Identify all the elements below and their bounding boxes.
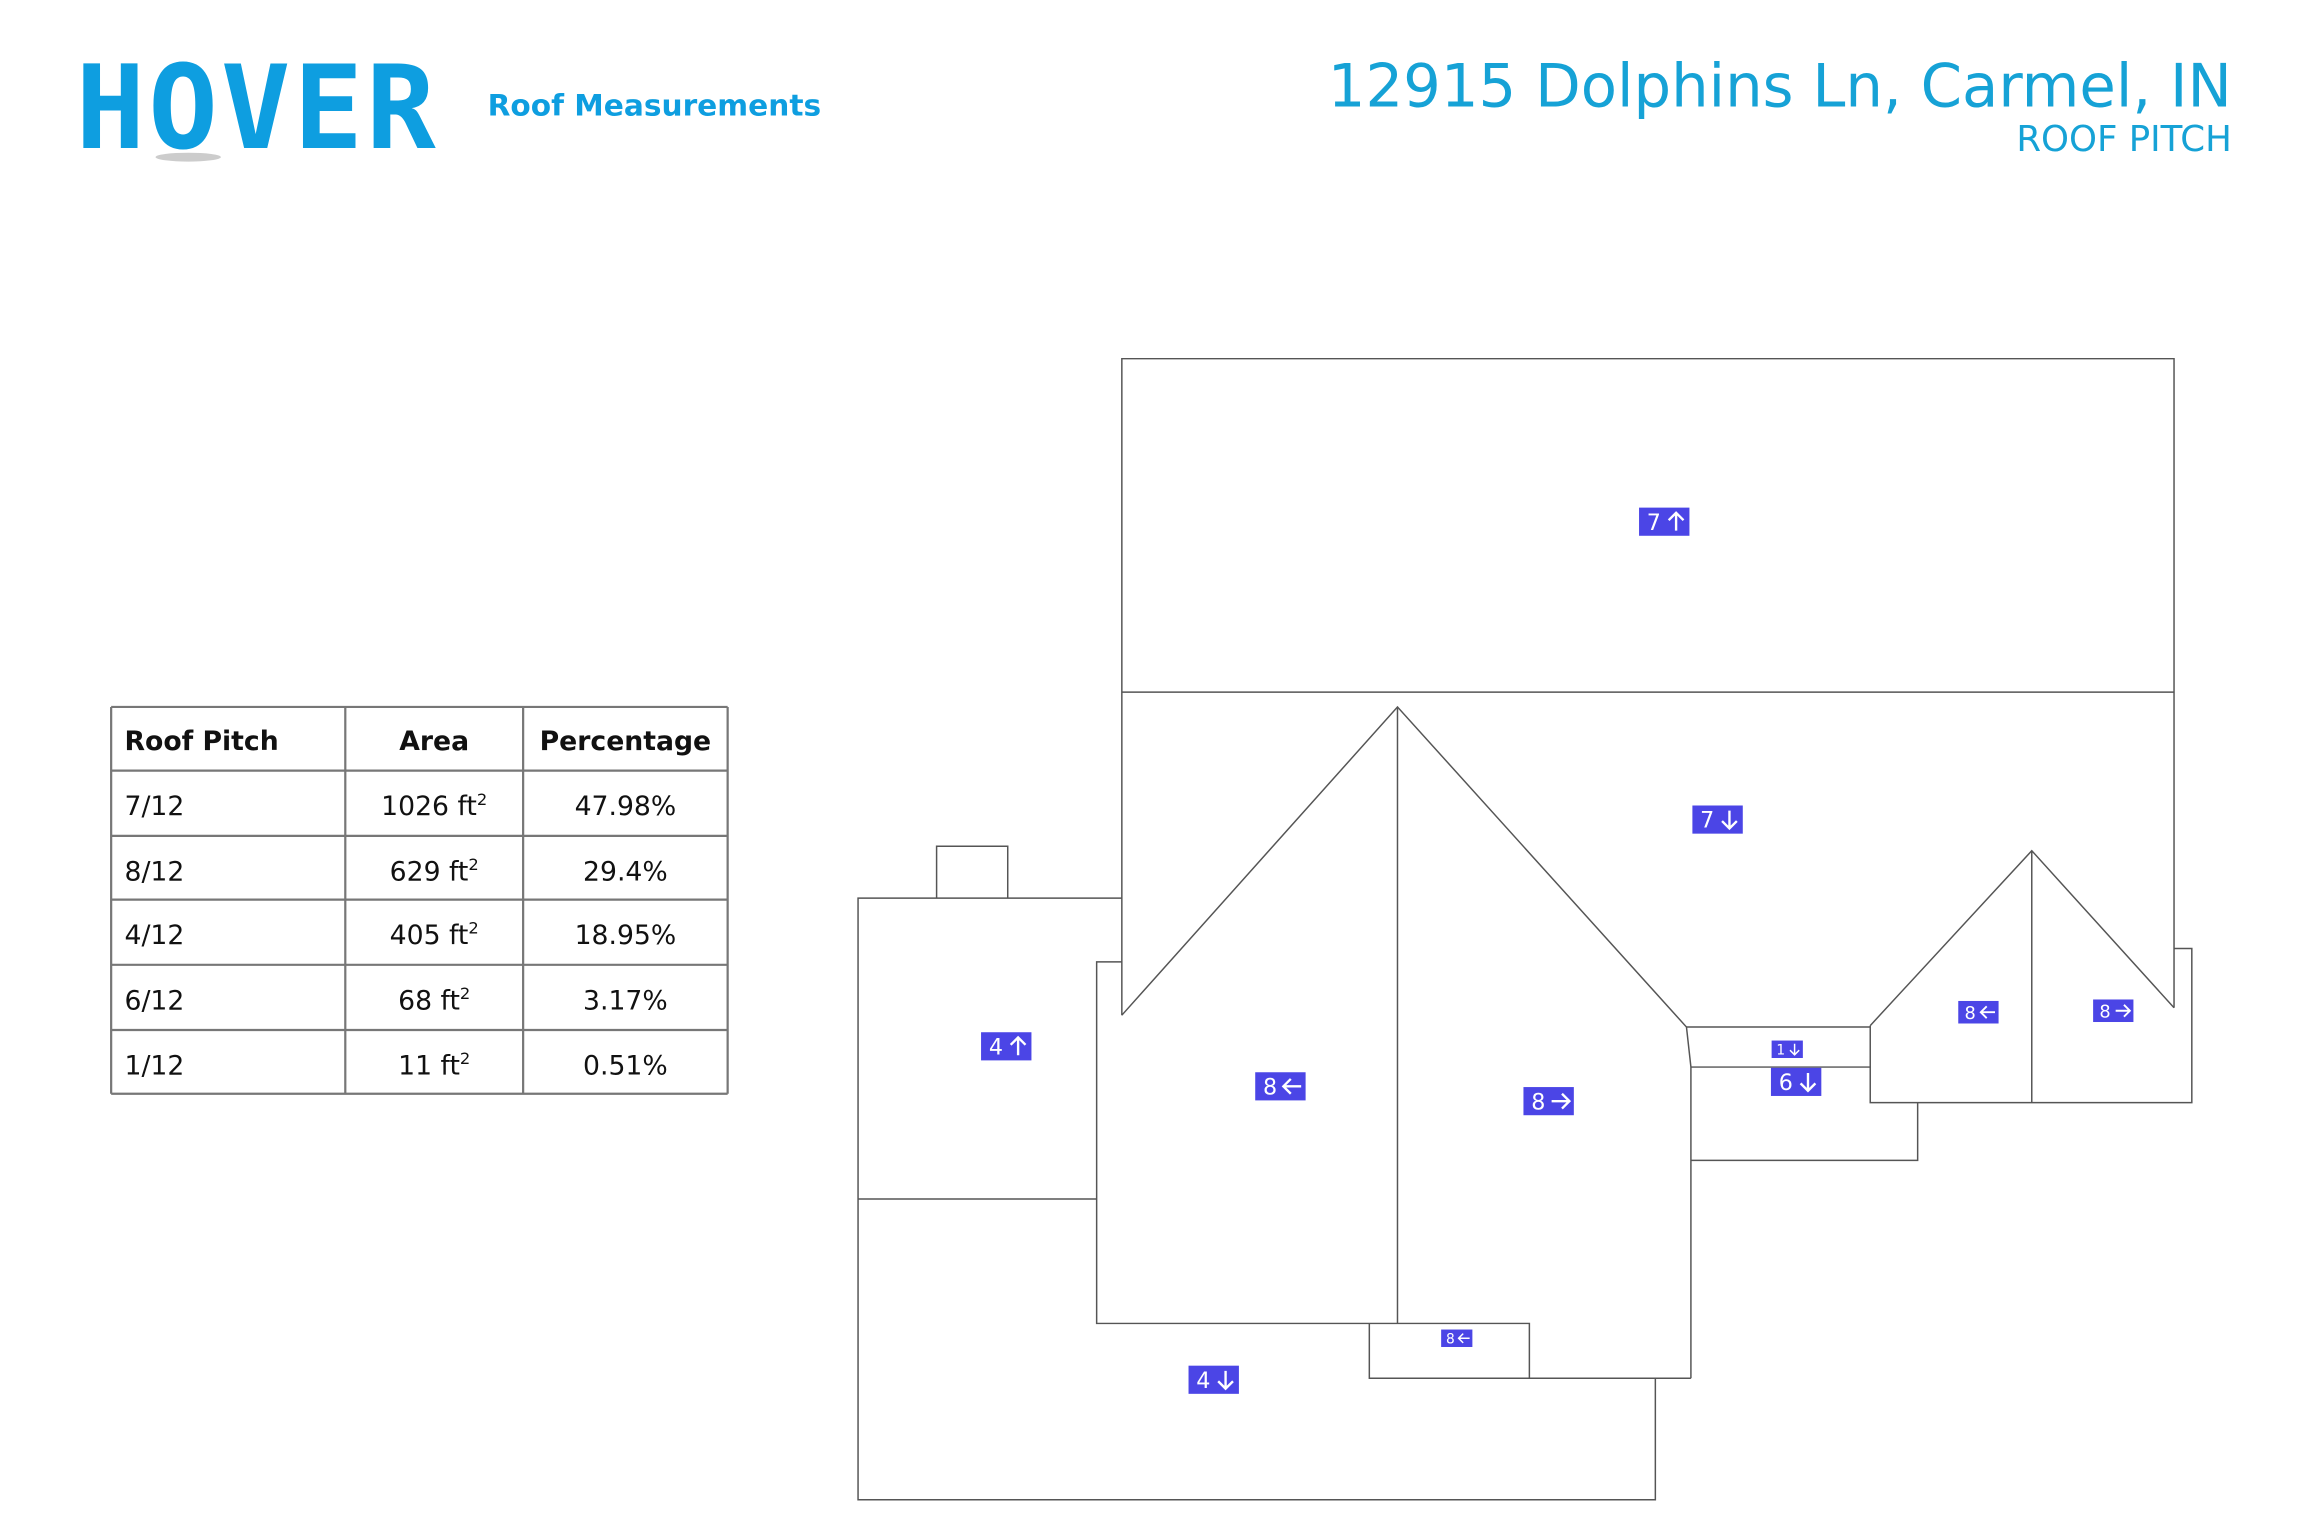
label-arrow	[1979, 1005, 1996, 1019]
label-pitch: 8	[2099, 1001, 2110, 1022]
pitch-label: 7	[1639, 507, 1690, 536]
label-pitch: 1	[1776, 1042, 1785, 1058]
pitch-labels: 7 7 4 8 8 1 6 8 8 8 4	[981, 507, 2134, 1394]
pitch-label: 8	[1255, 1072, 1306, 1100]
pitch-label: 8	[1441, 1329, 1473, 1347]
pitch-label: 4	[981, 1032, 1032, 1061]
pitch-label: 8	[1523, 1087, 1574, 1115]
roof-diagram	[857, 357, 2193, 1501]
pitch-label: 4	[1188, 1365, 1239, 1394]
pitch-label: 7	[1692, 805, 1743, 834]
arrow-icon	[1667, 511, 1685, 531]
area-cell: 68 ft2	[398, 984, 470, 1016]
label-pitch: 8	[1446, 1331, 1455, 1347]
pitch-cell: 8/12	[124, 856, 184, 887]
label-box	[1692, 805, 1743, 834]
area-exponent: 2	[477, 790, 487, 809]
pitch-label: 1	[1771, 1040, 1803, 1058]
area-value: 1026 ft	[381, 791, 477, 822]
arrow-icon	[1979, 1005, 1996, 1019]
area-exponent: 2	[460, 1049, 470, 1068]
label-box	[981, 1032, 1032, 1061]
column-header: Area	[399, 726, 469, 757]
label-arrow	[1281, 1078, 1302, 1095]
arrow-icon	[1217, 1370, 1234, 1391]
label-box	[1441, 1329, 1473, 1347]
arrow-icon	[1457, 1333, 1470, 1344]
address: 12915 Dolphins Ln, Carmel, IN	[1328, 52, 2232, 121]
pitch-label: 8	[1958, 1000, 1999, 1024]
label-box	[1639, 507, 1690, 536]
label-pitch: 8	[1531, 1089, 1545, 1115]
label-arrow	[1217, 1370, 1234, 1391]
label-box	[1770, 1067, 1822, 1096]
label-arrow	[2115, 1004, 2132, 1018]
pitch-cell: 1/12	[124, 1050, 184, 1081]
logo-shadow	[155, 152, 221, 162]
label-pitch: 7	[1700, 808, 1714, 834]
pitch-cell: 6/12	[124, 985, 184, 1016]
area-value: 405 ft	[390, 920, 469, 951]
arrow-icon	[1009, 1035, 1027, 1056]
pitch-cell: 7/12	[124, 791, 184, 822]
label-pitch: 8	[1964, 1003, 1975, 1024]
area-value: 11 ft	[398, 1050, 460, 1081]
percentage-cell: 18.95%	[575, 920, 677, 951]
area-exponent: 2	[468, 919, 478, 938]
arrow-icon	[1789, 1043, 1800, 1056]
label-pitch: 6	[1779, 1070, 1793, 1096]
pitch-label: 6	[1770, 1067, 1822, 1096]
logo: HOVER	[76, 42, 437, 176]
label-arrow	[1457, 1333, 1470, 1344]
arrow-icon	[1551, 1092, 1572, 1110]
area-cell: 629 ft2	[390, 855, 479, 887]
label-box	[1958, 1000, 1999, 1024]
area-exponent: 2	[460, 984, 470, 1003]
pitch-cell: 4/12	[124, 920, 184, 951]
label-arrow	[1799, 1072, 1817, 1093]
label-arrow	[1667, 511, 1685, 531]
label-pitch: 4	[989, 1034, 1003, 1060]
label-arrow	[1009, 1035, 1027, 1056]
area-cell: 405 ft2	[390, 919, 479, 951]
area-value: 68 ft	[398, 985, 460, 1016]
arrow-icon	[2115, 1004, 2132, 1018]
label-arrow	[1789, 1043, 1800, 1056]
arrow-icon	[1799, 1072, 1817, 1093]
label-pitch: 8	[1263, 1074, 1277, 1100]
label-box	[1188, 1365, 1239, 1394]
column-header: Percentage	[540, 726, 712, 757]
page-title: ROOF PITCH	[2016, 119, 2232, 160]
pitch-label: 8	[2093, 999, 2134, 1023]
column-header: Roof Pitch	[124, 726, 278, 757]
label-pitch: 7	[1647, 510, 1661, 536]
label-box	[2093, 999, 2134, 1023]
area-cell: 1026 ft2	[381, 790, 487, 822]
percentage-cell: 47.98%	[575, 791, 677, 822]
label-arrow	[1721, 810, 1738, 831]
label-pitch: 4	[1196, 1368, 1210, 1394]
arrow-icon	[1281, 1078, 1302, 1095]
subtitle: Roof Measurements	[488, 88, 822, 123]
area-cell: 11 ft2	[398, 1049, 470, 1081]
label-arrow	[1551, 1092, 1572, 1110]
percentage-cell: 0.51%	[583, 1050, 668, 1081]
percentage-cell: 29.4%	[583, 856, 668, 887]
arrow-icon	[1721, 810, 1738, 831]
area-exponent: 2	[468, 855, 478, 874]
percentage-cell: 3.17%	[583, 985, 668, 1016]
table	[110, 705, 729, 1095]
area-value: 629 ft	[390, 856, 469, 887]
